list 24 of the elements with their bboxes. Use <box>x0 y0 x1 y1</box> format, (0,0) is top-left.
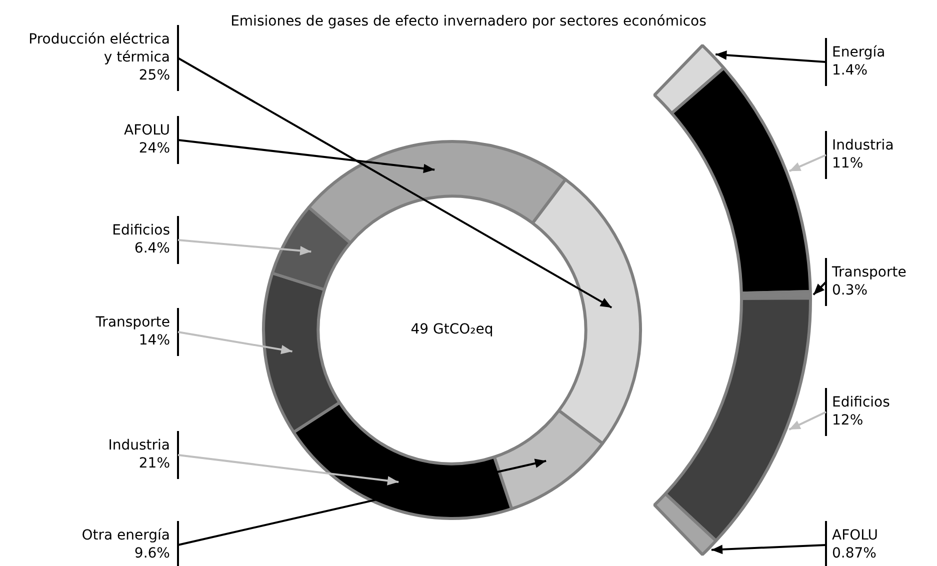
slice-label: Otra energía <box>82 528 170 544</box>
data-label: 12% <box>832 412 864 429</box>
data-label: 25% <box>138 68 170 84</box>
data-label: 9.6% <box>134 546 170 562</box>
data-label: 0.3% <box>832 282 868 299</box>
slice-label: Edificios <box>112 222 170 239</box>
data-label: 24% <box>138 140 170 157</box>
slice-label: Industria <box>832 138 894 154</box>
data-label: 14% <box>138 332 170 349</box>
data-label: 1.4% <box>832 62 868 79</box>
data-label: 6.4% <box>134 240 170 257</box>
slice-label: Industria <box>108 438 170 454</box>
data-label: 0.87% <box>832 546 876 562</box>
data-label: 21% <box>138 456 170 472</box>
slice-label: Transporte <box>831 264 906 281</box>
data-label: 11% <box>832 156 864 172</box>
slice-label: AFOLU <box>832 528 878 544</box>
text: 49 GtCO₂eq <box>410 322 494 338</box>
slice-label: Transporte <box>94 314 170 331</box>
slice-label: AFOLU <box>124 122 170 139</box>
chart-title: Emisiones de gases de efecto invernadero por sectores económicos <box>230 14 706 30</box>
slice-label: Producción eléctrica y térmica <box>28 32 170 66</box>
slice-label: Energía <box>832 44 886 61</box>
slice-label: Edificios <box>832 394 890 411</box>
